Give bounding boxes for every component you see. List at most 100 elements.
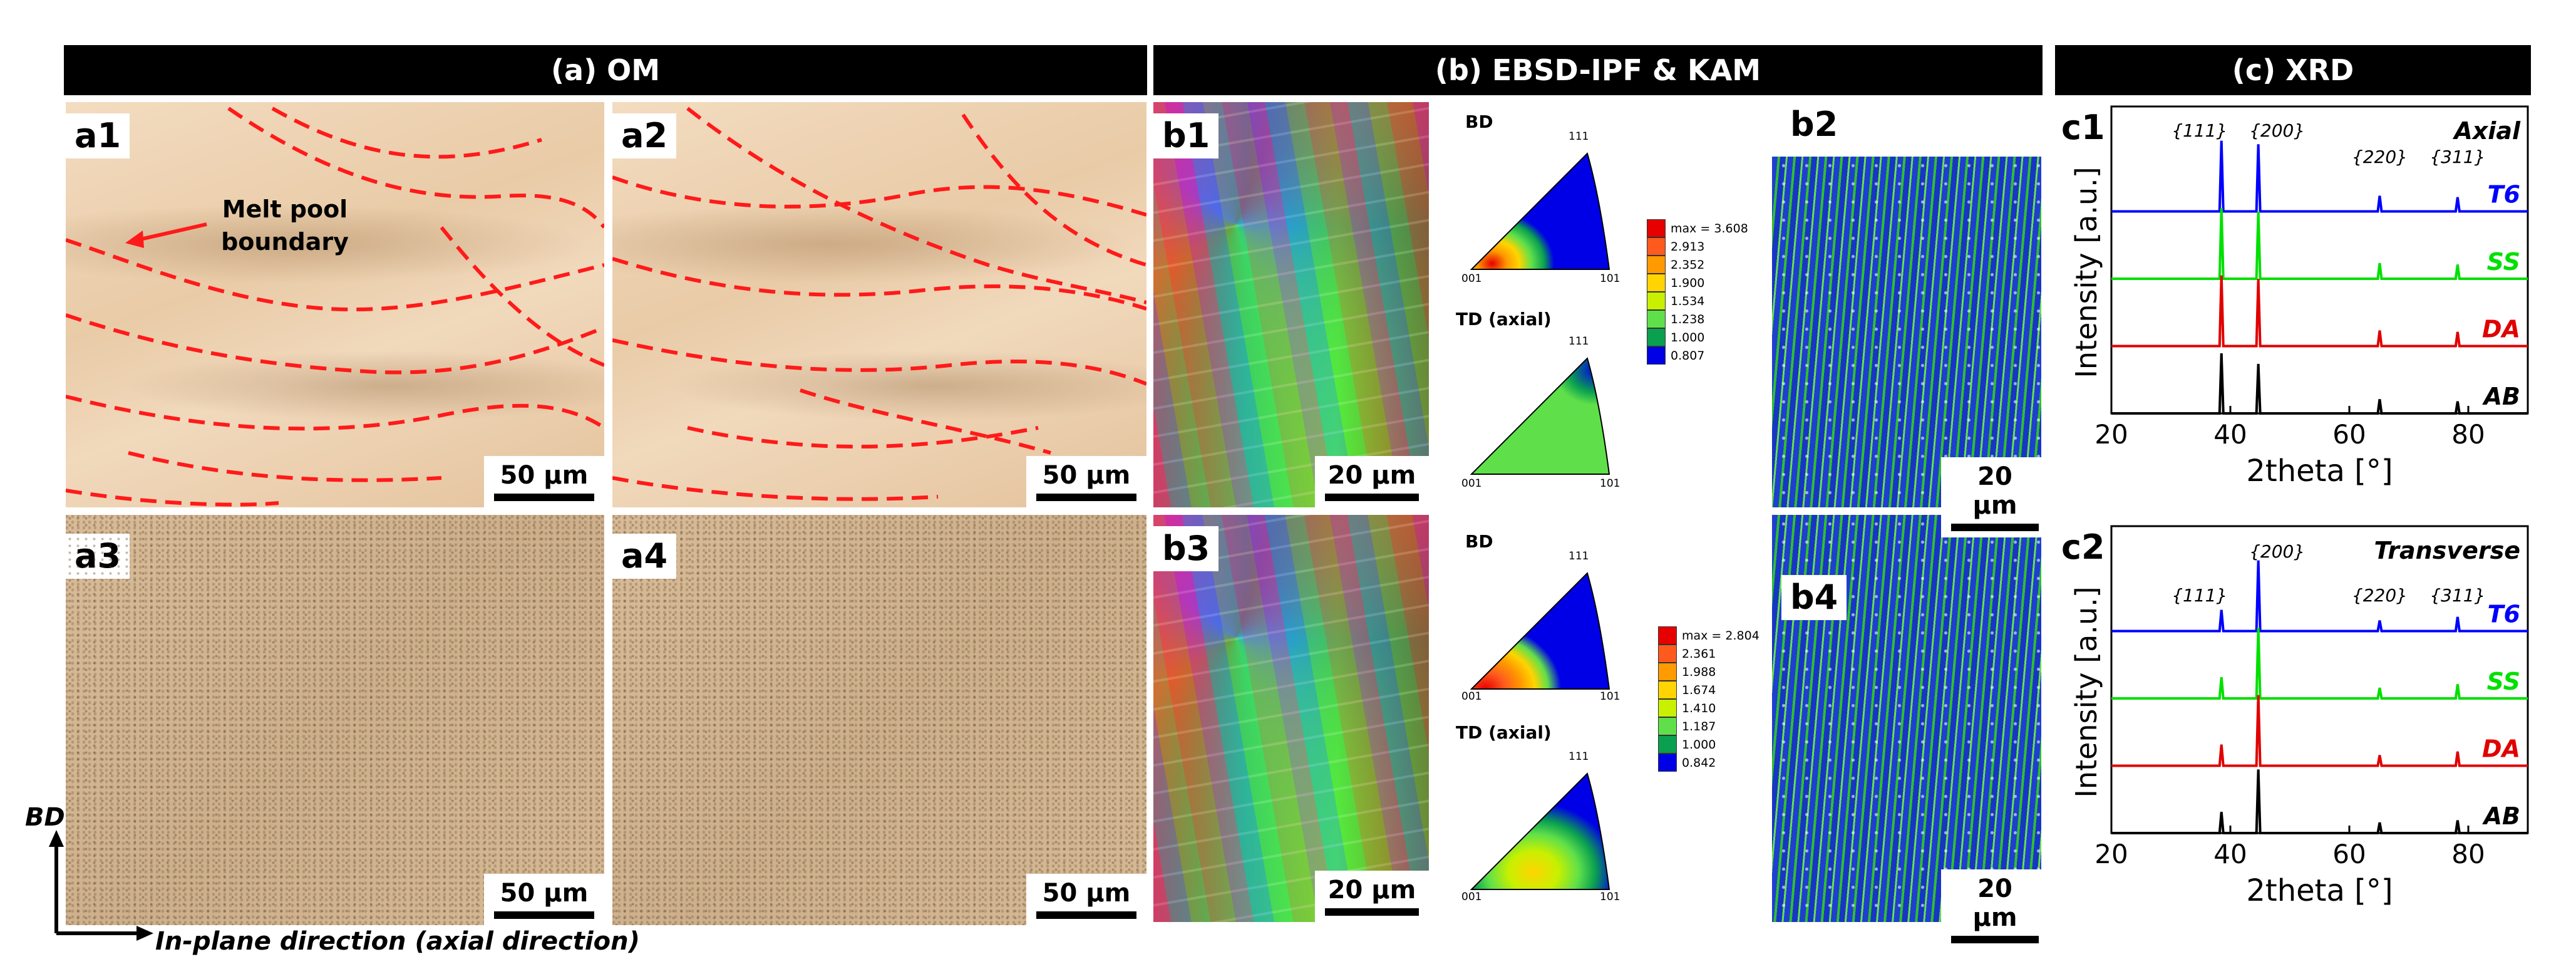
- legend-value: 1.900: [1671, 276, 1705, 290]
- peak-label: {200}: [2249, 120, 2305, 141]
- legend-value: 1.674: [1682, 683, 1716, 697]
- legend-swatch: [1658, 681, 1677, 699]
- ipf-td-label-bottom: TD (axial): [1456, 722, 1552, 743]
- in-plane-axis-label: In-plane direction (axial direction): [155, 927, 640, 956]
- panel-label-a1: a1: [66, 113, 130, 158]
- legend-entry: 2.361: [1658, 645, 1759, 663]
- legend-swatch: [1658, 645, 1677, 663]
- series-label-t6: T6: [2488, 181, 2520, 209]
- xrd-chart-c1: c1 Axial T6 SS DA AB {111} {200} {220} {311} 20 40 6…: [2061, 105, 2529, 489]
- scalebar-a2-text: 50 µm: [1042, 461, 1131, 490]
- xrd-chart-c2: c2 Transverse T6 SS DA AB {111} {200} {220} {311}…: [2061, 525, 2529, 908]
- legend-value: 1.000: [1682, 737, 1716, 752]
- scalebar-a4-text: 50 µm: [1042, 879, 1131, 908]
- panel-label-a3: a3: [66, 534, 130, 579]
- ipf-111-bottom-1: 111: [1569, 550, 1589, 562]
- x-tick-label: 80: [2451, 839, 2485, 869]
- ipf-101-bottom-1: 101: [1600, 690, 1620, 703]
- ebsd-ipf-map-b3: b3 20 µm: [1153, 515, 1429, 922]
- bd-axis-label: BD: [25, 803, 65, 832]
- panel-label-b2: b2: [1781, 102, 1847, 147]
- peak-label: {200}: [2249, 541, 2305, 562]
- ipf-bd-label-bottom: BD: [1465, 531, 1493, 552]
- y-axis-label: Intensity [a.u.]: [2069, 167, 2103, 378]
- legend-value: 1.534: [1671, 294, 1705, 308]
- x-axis-label: 2theta [°]: [2246, 453, 2393, 489]
- om-panel-a2: a2 50 µm: [612, 102, 1146, 507]
- legend-value: 2.361: [1682, 646, 1716, 661]
- panel-label-a4: a4: [612, 534, 677, 579]
- peak-label: {111}: [2172, 585, 2227, 606]
- arrow-icon: [125, 222, 207, 248]
- scalebar-b3-text: 20 µm: [1327, 876, 1416, 904]
- scalebar-a2: 50 µm: [1026, 456, 1146, 507]
- melt-pool-lines-a1: [66, 106, 604, 507]
- panel-label-b1: b1: [1153, 113, 1219, 158]
- x-tick-label: 60: [2332, 839, 2366, 869]
- series-label-ab: AB: [2482, 383, 2520, 410]
- ipf-101-top-2: 101: [1600, 477, 1620, 490]
- legend-value: 0.807: [1671, 348, 1705, 363]
- legend-entry: 1.187: [1658, 717, 1759, 735]
- ipf-td-label-top: TD (axial): [1456, 309, 1552, 329]
- legend-entry: 0.842: [1658, 754, 1759, 772]
- legend-value: 1.238: [1671, 312, 1705, 326]
- ipf-triangle-bd-bottom: [1470, 572, 1610, 690]
- scalebar-b1: 20 µm: [1315, 456, 1429, 507]
- series-line-ss: [2111, 208, 2528, 280]
- legend-swatch: [1647, 346, 1666, 365]
- panel-label-c2: c2: [2061, 527, 2105, 567]
- header-ebsd: (b) EBSD-IPF & KAM: [1153, 45, 2043, 95]
- peak-label: {311}: [2429, 147, 2485, 167]
- legend-entry: max = 2.804: [1658, 626, 1759, 645]
- scalebar-a3: 50 µm: [484, 874, 604, 925]
- series-label-t6: T6: [2488, 601, 2520, 628]
- legend-swatch: [1647, 219, 1666, 237]
- ipf-triangle-td-bottom: [1470, 772, 1610, 890]
- ipf-001-bottom-1: 001: [1461, 690, 1482, 703]
- x-tick-label: 20: [2094, 839, 2128, 869]
- series-line-t6: [2111, 140, 2528, 213]
- series-line-ab: [2111, 353, 2528, 415]
- ipf-001-top-2: 001: [1461, 477, 1482, 490]
- peak-label: {220}: [2352, 147, 2408, 167]
- legend-value: max = 3.608: [1671, 221, 1748, 236]
- om-panel-a3: a3 50 µm: [66, 515, 604, 925]
- legend-swatch: [1658, 699, 1677, 717]
- kam-map-b2: [1772, 157, 2041, 507]
- legend-swatch: [1647, 237, 1666, 256]
- ebsd-ipf-map-b1: b1 20 µm: [1153, 102, 1429, 507]
- legend-entry: 1.000: [1658, 735, 1759, 754]
- legend-entry: 1.900: [1647, 274, 1748, 292]
- legend-swatch: [1647, 328, 1666, 346]
- series-line-da: [2111, 695, 2528, 767]
- header-xrd: (c) XRD: [2055, 45, 2531, 95]
- melt-pool-lines-a2: [612, 106, 1146, 501]
- ipf-triangle-bd-top: [1470, 152, 1610, 270]
- boundary-label: boundary: [221, 228, 349, 256]
- panel-label-b3: b3: [1153, 526, 1219, 571]
- series-line-ab: [2111, 769, 2528, 834]
- scalebar-b1-text: 20 µm: [1327, 461, 1416, 490]
- om-panel-a1: Melt pool boundary a1 50 µm: [66, 102, 604, 507]
- ipf-101-bottom-2: 101: [1600, 891, 1620, 903]
- x-tick-label: 80: [2451, 419, 2485, 450]
- legend-swatch: [1647, 310, 1666, 328]
- scalebar-b2-text: 20 µm: [1972, 462, 2017, 520]
- x-axis-label: 2theta [°]: [2246, 873, 2393, 908]
- scalebar-a4: 50 µm: [1026, 874, 1146, 925]
- panel-label-a2: a2: [612, 113, 677, 158]
- peak-label: {311}: [2429, 585, 2485, 606]
- legend-value: 1.187: [1682, 719, 1716, 733]
- legend-entry: 1.674: [1658, 681, 1759, 699]
- legend-swatch: [1658, 663, 1677, 681]
- melt-pool-label: Melt pool: [222, 195, 348, 223]
- axes-arrows: [49, 830, 153, 941]
- legend-swatch: [1647, 256, 1666, 274]
- series-label-da: DA: [2482, 735, 2520, 763]
- legend-bottom: max = 2.804 2.361 1.988 1.674 1.410 1.187 1.00…: [1658, 626, 1759, 772]
- legend-swatch: [1658, 717, 1677, 735]
- legend-entry: 2.913: [1647, 237, 1748, 256]
- chart-title: Transverse: [2374, 537, 2520, 564]
- ipf-triangle-td-top: [1470, 357, 1610, 475]
